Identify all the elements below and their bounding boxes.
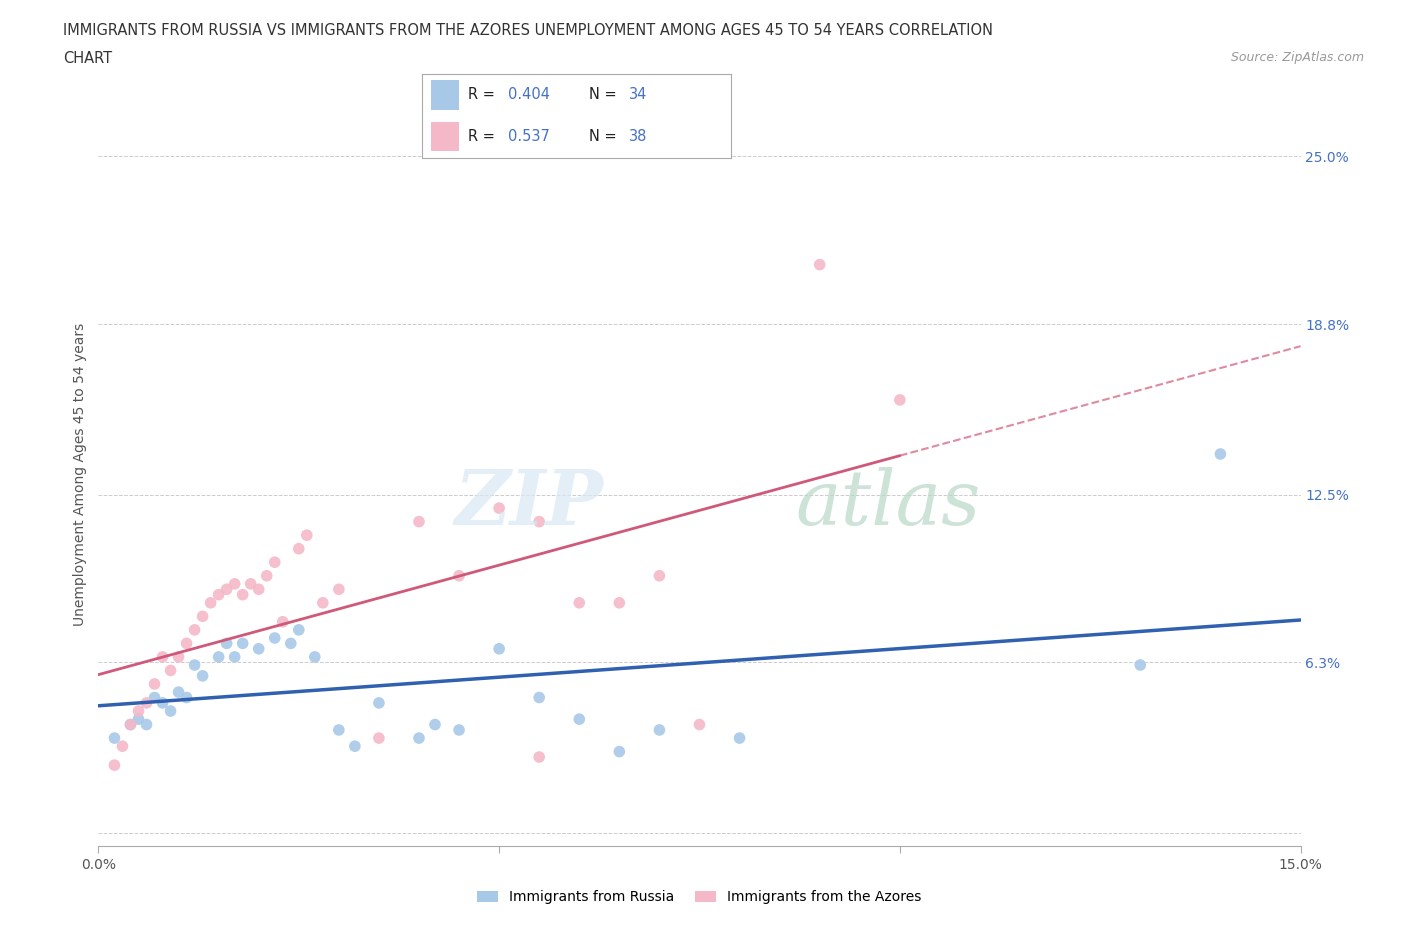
Point [103,731,125,746]
Point [167,649,190,664]
Point [191,669,214,684]
Point [328,582,350,597]
Point [808,258,831,272]
Point [159,663,181,678]
Point [247,642,270,657]
Point [529,750,551,764]
Point [328,723,350,737]
Y-axis label: Unemployment Among Ages 45 to 54 years: Unemployment Among Ages 45 to 54 years [73,323,87,626]
Point [568,711,591,726]
Point [159,704,181,719]
Point [152,649,174,664]
Text: R =: R = [468,87,499,102]
Point [295,527,318,542]
Point [167,684,190,699]
Point [183,622,205,637]
Point [343,738,366,753]
Bar [432,122,458,152]
Point [368,731,391,746]
Text: CHART: CHART [63,51,112,66]
Point [263,631,285,645]
Point [312,595,335,610]
Point [239,577,262,591]
Point [263,555,285,570]
Point [208,649,231,664]
Point [176,636,198,651]
Text: Source: ZipAtlas.com: Source: ZipAtlas.com [1230,51,1364,64]
Text: atlas: atlas [796,467,981,541]
Point [152,696,174,711]
Point [488,500,510,515]
Point [488,642,510,657]
Point [232,636,254,651]
Bar [432,80,458,110]
Text: 0.537: 0.537 [509,129,550,144]
Point [408,514,430,529]
Point [1209,446,1232,461]
Point [529,514,551,529]
Point [408,731,430,746]
Point [304,649,326,664]
Point [728,731,751,746]
Point [609,595,631,610]
Text: ZIP: ZIP [454,467,603,541]
Text: IMMIGRANTS FROM RUSSIA VS IMMIGRANTS FROM THE AZORES UNEMPLOYMENT AMONG AGES 45 : IMMIGRANTS FROM RUSSIA VS IMMIGRANTS FRO… [63,23,993,38]
Point [128,711,150,726]
Point [120,717,142,732]
Point [143,676,166,691]
Text: N =: N = [589,129,621,144]
Point [288,622,311,637]
Legend: Immigrants from Russia, Immigrants from the Azores: Immigrants from Russia, Immigrants from … [472,885,927,910]
Point [1129,658,1152,672]
Point [103,758,125,773]
Point [176,690,198,705]
Point [143,690,166,705]
Point [529,690,551,705]
Point [183,658,205,672]
Point [215,636,238,651]
Point [423,717,446,732]
Point [191,609,214,624]
Text: 0.404: 0.404 [509,87,550,102]
Text: 38: 38 [628,129,647,144]
Point [232,587,254,602]
Point [111,738,134,753]
Point [648,723,671,737]
Point [609,744,631,759]
Point [135,696,157,711]
Point [256,568,278,583]
Point [688,717,710,732]
Point [288,541,311,556]
Point [271,615,294,630]
Point [447,568,470,583]
Text: 34: 34 [628,87,647,102]
Point [247,582,270,597]
Point [208,587,231,602]
Point [224,649,246,664]
Point [280,636,302,651]
Point [568,595,591,610]
Point [200,595,222,610]
Point [224,577,246,591]
Point [368,696,391,711]
Point [889,392,911,407]
Text: N =: N = [589,87,621,102]
Point [447,723,470,737]
Point [128,704,150,719]
Point [135,717,157,732]
Text: R =: R = [468,129,499,144]
Point [648,568,671,583]
Point [120,717,142,732]
Point [215,582,238,597]
